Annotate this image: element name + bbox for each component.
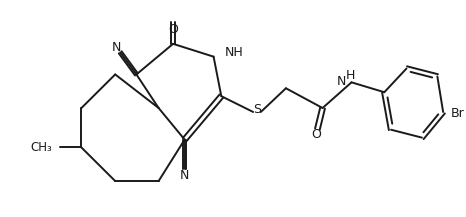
Text: NH: NH	[225, 46, 244, 59]
Text: H: H	[346, 69, 355, 82]
Text: O: O	[311, 128, 321, 141]
Text: CH₃: CH₃	[31, 141, 53, 154]
Text: S: S	[253, 104, 261, 117]
Text: N: N	[336, 75, 346, 88]
Text: Br: Br	[451, 107, 465, 120]
Text: O: O	[168, 23, 178, 36]
Text: N: N	[112, 41, 122, 54]
Text: N: N	[180, 169, 189, 182]
